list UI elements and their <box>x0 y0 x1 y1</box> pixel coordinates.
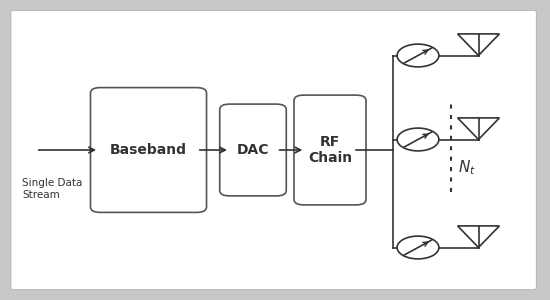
FancyBboxPatch shape <box>91 88 207 212</box>
Text: Baseband: Baseband <box>110 143 187 157</box>
Text: DAC: DAC <box>236 143 270 157</box>
FancyBboxPatch shape <box>220 104 286 196</box>
Circle shape <box>397 236 439 259</box>
Circle shape <box>397 44 439 67</box>
Text: RF
Chain: RF Chain <box>308 135 352 165</box>
Text: $N_t$: $N_t$ <box>458 159 476 177</box>
FancyBboxPatch shape <box>294 95 366 205</box>
Text: Single Data
Stream: Single Data Stream <box>22 178 82 200</box>
Circle shape <box>397 128 439 151</box>
